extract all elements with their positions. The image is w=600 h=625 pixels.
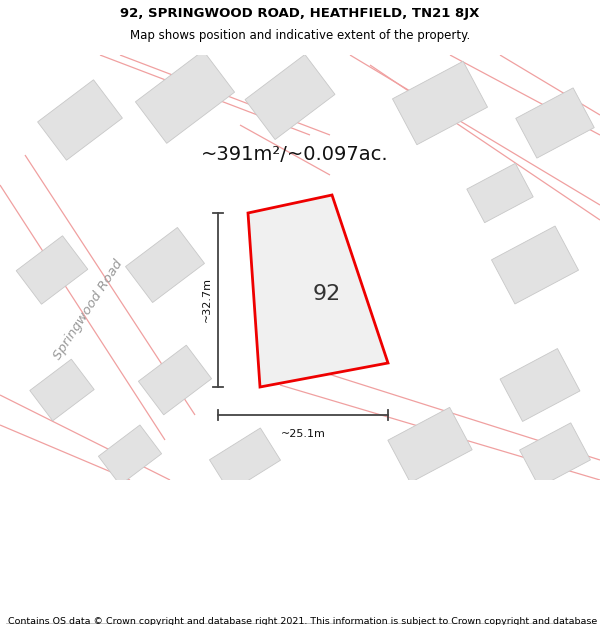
Text: Springwood Road: Springwood Road xyxy=(51,258,125,362)
Text: Map shows position and indicative extent of the property.: Map shows position and indicative extent… xyxy=(130,29,470,42)
Polygon shape xyxy=(38,80,122,160)
Text: 92: 92 xyxy=(313,284,341,304)
Polygon shape xyxy=(520,423,590,487)
Polygon shape xyxy=(467,163,533,222)
Text: Contains OS data © Crown copyright and database right 2021. This information is : Contains OS data © Crown copyright and d… xyxy=(8,617,597,625)
Polygon shape xyxy=(248,195,388,387)
Text: 92, SPRINGWOOD ROAD, HEATHFIELD, TN21 8JX: 92, SPRINGWOOD ROAD, HEATHFIELD, TN21 8J… xyxy=(121,8,479,21)
Text: ~391m²/~0.097ac.: ~391m²/~0.097ac. xyxy=(201,146,389,164)
Polygon shape xyxy=(209,428,281,492)
Text: ~32.7m: ~32.7m xyxy=(202,278,212,322)
Polygon shape xyxy=(516,88,594,158)
Polygon shape xyxy=(392,61,488,145)
Polygon shape xyxy=(16,236,88,304)
Polygon shape xyxy=(30,359,94,421)
Polygon shape xyxy=(500,349,580,421)
Polygon shape xyxy=(136,51,235,143)
Polygon shape xyxy=(125,228,205,302)
Text: ~25.1m: ~25.1m xyxy=(281,429,325,439)
Polygon shape xyxy=(139,345,212,415)
Polygon shape xyxy=(98,425,161,485)
Polygon shape xyxy=(245,54,335,139)
Polygon shape xyxy=(388,408,472,482)
Polygon shape xyxy=(491,226,578,304)
